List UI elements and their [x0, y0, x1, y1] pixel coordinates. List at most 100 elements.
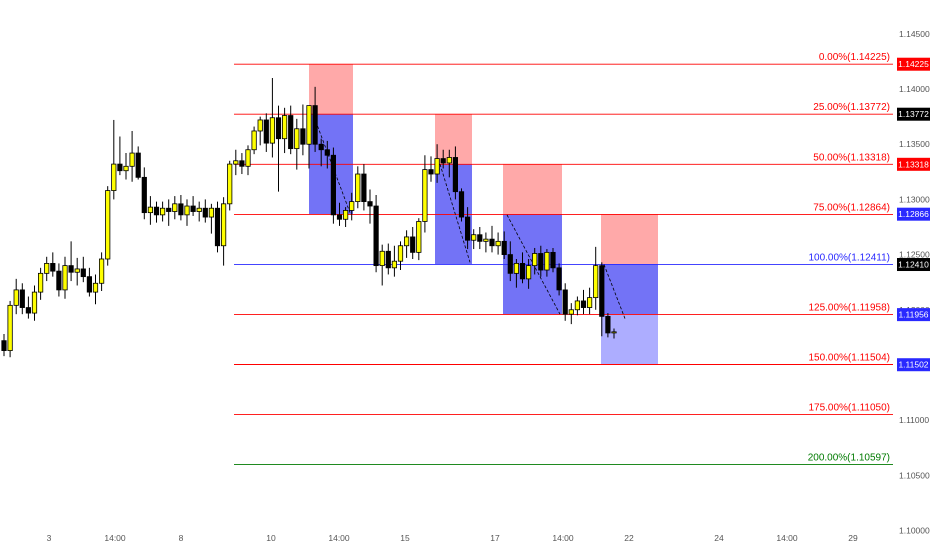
candle-bull [184, 205, 190, 216]
take-profit-zone [601, 264, 658, 315]
candle-bear [361, 173, 367, 203]
candle-bull [233, 160, 239, 165]
candle-bull [391, 260, 398, 269]
candle-bull [355, 173, 361, 203]
candle-bear [166, 207, 172, 212]
candle-bull [495, 240, 501, 247]
price-badge [897, 258, 930, 272]
candle-bear [50, 263, 56, 272]
candle-bull [123, 165, 129, 172]
candle-bear [550, 251, 556, 269]
candle-bear [330, 154, 337, 216]
price-badge [897, 57, 930, 71]
price-badge [897, 157, 930, 171]
candle-bear [562, 289, 568, 315]
candle-bear [178, 203, 184, 216]
candle-bear [312, 105, 318, 145]
candle-bear [336, 214, 343, 220]
candle-bear [288, 115, 294, 150]
candle-bull [74, 268, 80, 273]
time-axis-tick: 22 [624, 533, 634, 543]
candle-bull [513, 263, 520, 274]
candle-bull [129, 152, 135, 167]
candle-bull [92, 282, 99, 293]
price-axis-tick: 1.14000 [899, 84, 930, 94]
candle-bull [7, 304, 13, 351]
candle-bull [220, 203, 227, 247]
time-axis-tick: 8 [179, 533, 184, 543]
candle-bear [80, 268, 86, 278]
price-badge-label: 1.11956 [898, 310, 928, 320]
candle-bear [538, 253, 544, 271]
price-axis[interactable]: 1.145001.140001.135001.130001.125001.120… [897, 29, 930, 536]
candle-bull [62, 265, 68, 291]
candle-bull [13, 289, 19, 306]
candle-bear [458, 191, 465, 218]
candle-bear [452, 157, 459, 193]
time-axis-tick: 24 [714, 533, 724, 543]
candle-bull [31, 291, 38, 314]
candle-bull [227, 163, 233, 205]
candle-bear [489, 238, 495, 247]
fib-level-label: 125.00%(1.11958) [808, 302, 890, 313]
fib-level-label: 75.00%(1.12864) [813, 202, 890, 213]
price-badge-label: 1.12866 [898, 209, 929, 219]
candle-bear [605, 315, 611, 334]
candle-bull [172, 203, 178, 212]
candle-bear [153, 206, 160, 216]
fib-level-label: 150.00%(1.11504) [808, 353, 890, 364]
candle-bull [159, 207, 166, 216]
time-axis-tick: 10 [266, 533, 276, 543]
price-axis-tick: 1.13500 [899, 139, 930, 149]
time-axis-tick: 14:00 [328, 533, 350, 543]
candle-bear [599, 265, 605, 317]
candle-bear [580, 300, 587, 308]
candle-bull [574, 300, 581, 311]
candle-bull [422, 169, 428, 222]
candle-bear [56, 270, 62, 291]
candle-bull [593, 265, 599, 299]
price-badge-label: 1.12410 [898, 260, 929, 270]
price-badge-label: 1.13772 [898, 109, 929, 119]
price-badge-label: 1.11502 [898, 360, 928, 370]
candle-bull [147, 206, 153, 214]
candle-bear [117, 163, 123, 172]
candle-bear [385, 250, 391, 269]
candle-bull [294, 128, 300, 150]
candle-bear [501, 240, 507, 255]
candle-bear [19, 289, 25, 308]
candle-bull [342, 210, 349, 220]
price-axis-tick: 1.12500 [899, 250, 930, 260]
candle-bear [214, 207, 221, 247]
candle-bull [111, 163, 117, 191]
candle-bull [416, 221, 422, 253]
candle-bull [446, 157, 452, 164]
candle-bear [300, 128, 306, 145]
candle-bull [526, 265, 532, 280]
time-axis-tick: 3 [47, 533, 52, 543]
price-axis-tick: 1.11000 [899, 415, 929, 425]
candle-bull [105, 190, 111, 260]
candle-bull [99, 258, 105, 284]
candle-bull [257, 119, 263, 132]
candle-bear [202, 207, 208, 218]
fib-level-label: 200.00%(1.10597) [808, 453, 890, 464]
candle-bear [275, 117, 282, 140]
candle-bear [135, 152, 141, 178]
candle-bull [379, 250, 385, 267]
candle-bear [239, 160, 245, 167]
fib-level-label: 0.00%(1.14225) [819, 52, 890, 63]
candle-bear [318, 143, 324, 151]
price-axis-tick: 1.10500 [899, 470, 930, 480]
candle-bull [281, 115, 288, 140]
candle-bull [38, 272, 44, 293]
candle-bull [532, 253, 538, 267]
time-axis[interactable]: 3 14:00 8 10 14:00 15 17 14:00 22 24 14:00 29 [47, 533, 858, 543]
candle-bull [568, 309, 574, 315]
fib-levels: 0.00%(1.14225) 25.00%(1.13772) 50.00%(1.13… [234, 52, 893, 466]
candle-bear [507, 254, 513, 274]
candle-bull [434, 158, 440, 175]
candle-bear [519, 263, 526, 280]
